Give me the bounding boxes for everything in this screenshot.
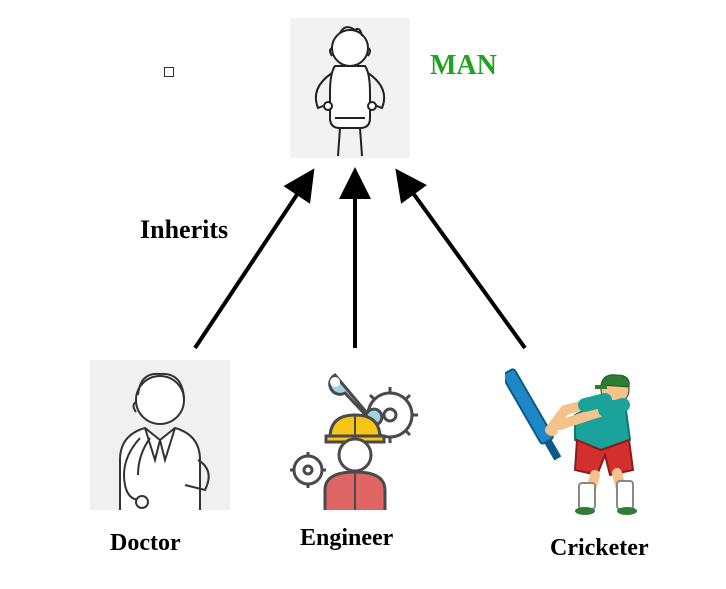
doctor-icon [90,360,230,510]
cricketer-node [505,355,665,515]
arrow-doctor [195,175,310,348]
parent-label: MAN [430,50,497,82]
relation-label: Inherits [140,215,228,245]
engineer-node [280,360,430,510]
doctor-node [90,360,230,510]
man-icon [290,18,410,158]
arrow-cricketer [400,175,525,348]
cricketer-icon [505,355,665,515]
doctor-label: Doctor [110,530,181,557]
engineer-label: Engineer [300,525,393,552]
parent-node [290,18,410,158]
cricketer-label: Cricketer [550,535,649,562]
marker-square [164,67,174,77]
engineer-icon [280,360,430,510]
